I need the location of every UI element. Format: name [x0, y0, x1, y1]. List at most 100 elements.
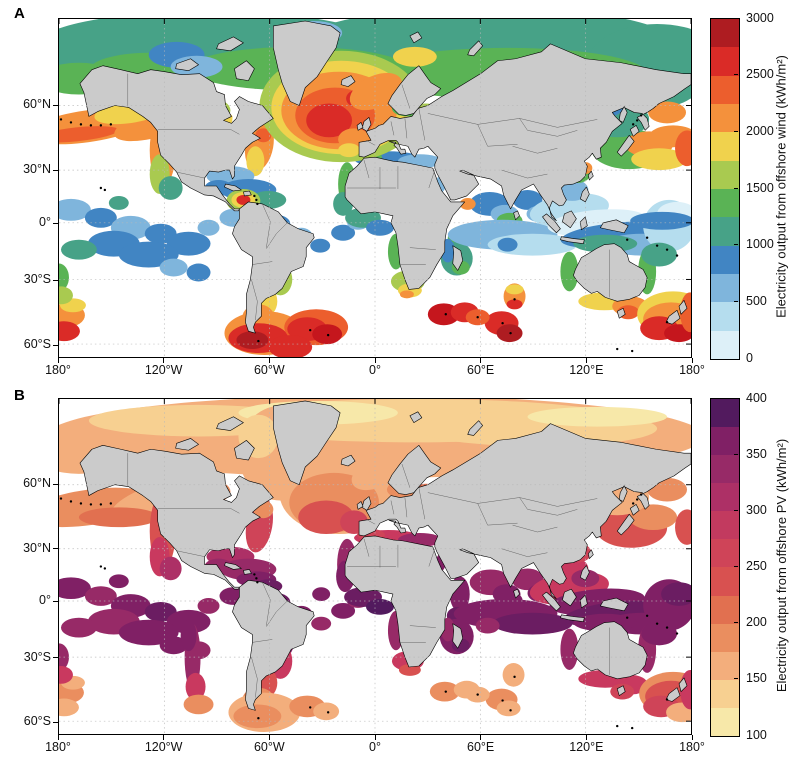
colorbar-tick-mark	[734, 130, 738, 132]
ocean-data-blob	[497, 237, 518, 252]
world-map-offshore-pv	[59, 399, 691, 734]
colorbar-tick-label: 200	[746, 615, 767, 630]
colorbar-tick-label: 300	[746, 502, 767, 517]
ocean-data-blob	[59, 577, 91, 600]
ocean-data-blob	[144, 223, 177, 244]
ocean-data-blob	[648, 101, 687, 124]
ocean-data-blob	[351, 455, 401, 491]
ocean-data-blob	[492, 612, 573, 635]
colorbar-tick-label: 500	[746, 293, 767, 308]
colorbar-panel-b	[710, 398, 740, 737]
ocean-data-blob	[398, 664, 421, 676]
world-map-offshore-wind	[59, 19, 691, 357]
ocean-data-blob	[312, 587, 331, 601]
panel-a-map-plot	[58, 18, 692, 358]
colorbar-tick-mark	[734, 678, 738, 680]
x-axis-tick-label: 120°W	[144, 740, 183, 754]
ocean-data-blob	[298, 500, 355, 534]
left-tick-mark	[53, 483, 58, 485]
panel-a-letter: A	[14, 5, 25, 22]
x-axis-tick-label: 60°E	[467, 740, 495, 754]
bottom-tick-mark	[163, 358, 165, 363]
ocean-data-blob	[399, 290, 414, 299]
ocean-data-blob	[144, 601, 177, 622]
ocean-data-blob	[60, 617, 97, 638]
bottom-tick-mark	[585, 735, 587, 740]
ocean-data-blob	[629, 504, 678, 531]
ocean-data-blob	[306, 103, 353, 138]
colorbar-tick-mark	[734, 187, 738, 189]
colorbar-segment	[711, 245, 739, 274]
ocean-data-blob	[313, 702, 340, 721]
ocean-data-blob	[661, 582, 691, 606]
ocean-data-blob	[59, 126, 119, 143]
colorbar-segment	[711, 539, 739, 568]
colorbar-tick-label: 250	[746, 559, 767, 573]
colorbar-segment	[711, 595, 739, 624]
colorbar-tick-mark	[734, 300, 738, 302]
bottom-tick-mark	[374, 358, 376, 363]
ocean-data-blob	[331, 602, 356, 619]
ocean-data-blob	[664, 324, 691, 343]
colorbar-segment	[711, 651, 739, 680]
colorbar-tick-mark	[734, 453, 738, 455]
ocean-data-blob	[641, 242, 678, 267]
bottom-tick-mark	[57, 735, 59, 740]
x-axis-tick-label: 120°E	[569, 363, 604, 377]
x-axis-tick-label: 180°	[45, 363, 71, 377]
colorbar-segment	[711, 511, 739, 540]
colorbar-segment	[711, 273, 739, 303]
colorbar-tick-label: 2000	[746, 123, 774, 138]
x-axis-tick-label: 0°	[369, 363, 381, 377]
x-axis-tick-label: 180°	[679, 740, 705, 754]
ocean-data-blob	[180, 619, 197, 652]
bottom-tick-mark	[374, 735, 376, 740]
bottom-tick-mark	[585, 358, 587, 363]
ocean-data-blob	[59, 198, 91, 221]
ocean-data-blob	[512, 189, 543, 210]
colorbar-segment	[711, 217, 739, 246]
colorbar-tick-mark	[734, 566, 738, 567]
left-tick-mark	[53, 104, 58, 106]
y-axis-tick-label: 60°S	[23, 337, 51, 351]
colorbar-tick-label: 150	[746, 671, 767, 686]
ocean-data-blob	[310, 238, 331, 253]
y-axis-tick-label: 30°S	[23, 649, 51, 664]
colorbar-tick-label: 3000	[746, 10, 774, 25]
ocean-data-blob	[59, 286, 73, 305]
ocean-data-blob	[331, 224, 356, 241]
colorbar-tick-mark	[734, 509, 738, 511]
x-axis-tick-label: 180°	[679, 363, 705, 377]
y-axis-tick-label: 30°N	[23, 162, 51, 176]
colorbar-title-panel-b: Electricity output from offshore PV (kWh…	[773, 438, 789, 692]
ocean-data-blob	[311, 616, 332, 631]
panel-b-letter: B	[14, 387, 25, 404]
colorbar-segment	[711, 132, 739, 161]
colorbar-segment	[711, 399, 739, 428]
y-axis-tick-label: 30°N	[23, 540, 51, 555]
ocean-data-blob	[197, 219, 220, 236]
colorbar-tick-label: 1500	[746, 180, 774, 195]
colorbar-panel-a	[710, 18, 740, 360]
ocean-data-blob	[60, 239, 97, 260]
ocean-data-blob	[246, 146, 265, 177]
colorbar-segment	[711, 160, 739, 189]
colorbar-tick-label: 1000	[746, 237, 774, 252]
colorbar-tick-label: 2500	[746, 67, 774, 82]
ocean-data-blob	[118, 619, 179, 646]
y-axis-tick-label: 0°	[39, 215, 51, 229]
x-axis-tick-label: 120°W	[144, 363, 183, 377]
y-axis-tick-label: 60°N	[23, 97, 51, 111]
colorbar-segment	[711, 623, 739, 652]
colorbar-tick-label: 400	[746, 390, 767, 405]
x-axis-tick-label: 120°E	[569, 740, 604, 754]
ocean-data-blob	[366, 219, 394, 236]
colorbar-tick-label: 100	[746, 727, 767, 742]
ocean-data-blob	[233, 704, 282, 729]
y-axis-tick-label: 60°S	[23, 714, 51, 729]
left-tick-mark	[53, 721, 58, 723]
ocean-data-blob	[641, 621, 678, 646]
colorbar-segment	[711, 302, 739, 331]
ocean-data-blob	[158, 176, 183, 200]
ocean-data-blob	[496, 700, 521, 717]
